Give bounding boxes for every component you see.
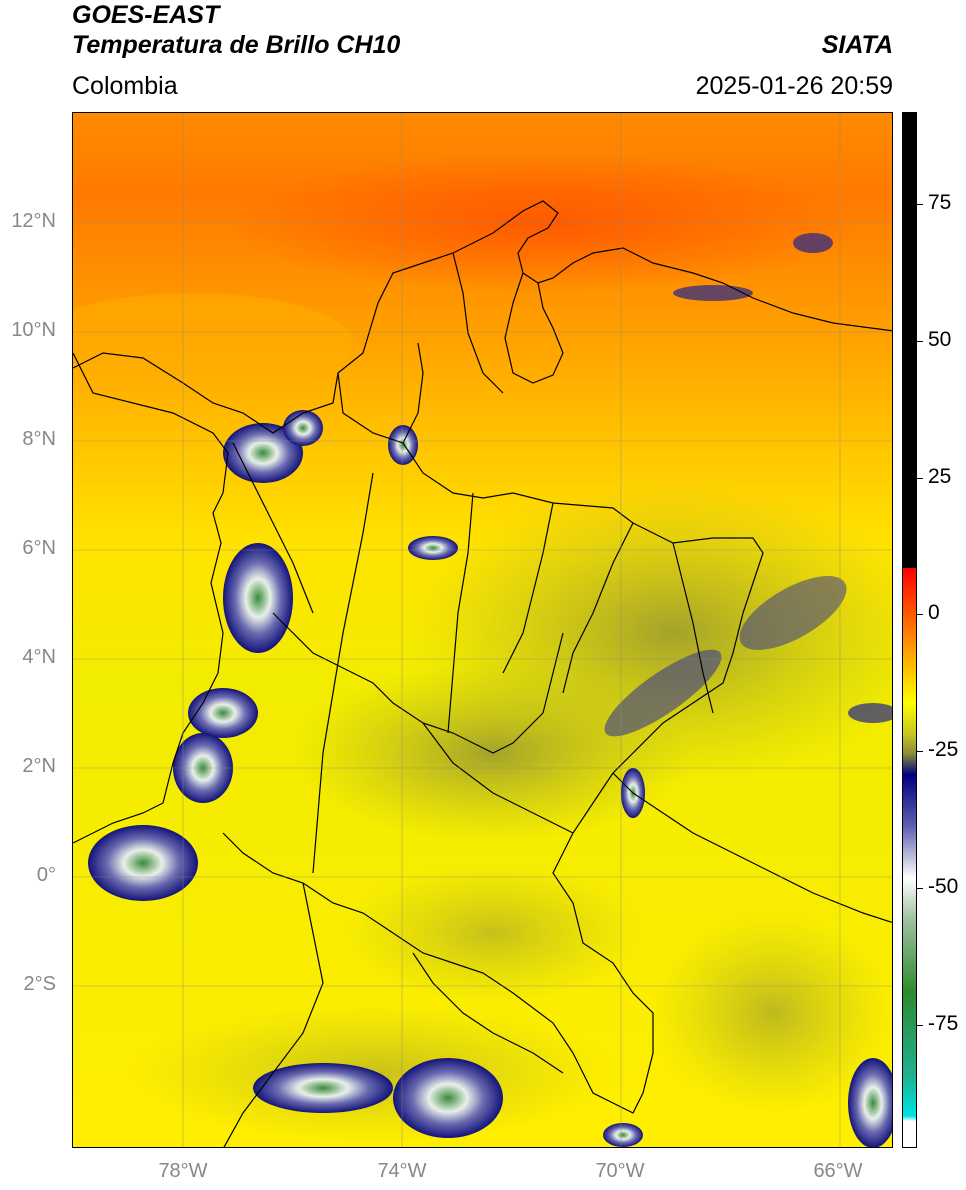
colorbar-tick — [917, 478, 923, 479]
lon-label: 74°W — [377, 1160, 427, 1182]
colorbar-tick — [917, 341, 923, 342]
lat-label: 4°N — [22, 646, 56, 668]
colorbar-label: 75 — [928, 191, 952, 214]
lon-label: 78°W — [158, 1160, 208, 1182]
satellite-map — [72, 112, 893, 1148]
lat-label: 0° — [36, 864, 56, 886]
lon-label: 66°W — [813, 1160, 863, 1182]
colorbar-tick — [917, 751, 923, 752]
colorbar-label: 0 — [928, 601, 940, 624]
datetime-label: 2025-01-26 20:59 — [695, 72, 893, 100]
colorbar — [902, 112, 917, 1148]
colorbar-label: -75 — [928, 1012, 959, 1035]
colorbar-label: -25 — [928, 738, 959, 761]
colorbar-tick — [917, 204, 923, 205]
colorbar-label: -50 — [928, 875, 959, 898]
colorbar-label: 25 — [928, 465, 952, 488]
colorbar-tick — [917, 888, 923, 889]
colorbar-tick — [917, 614, 923, 615]
lat-label: 10°N — [11, 319, 56, 341]
lon-label: 70°W — [595, 1160, 645, 1182]
lat-label: 12°N — [11, 210, 56, 232]
lat-label: 8°N — [22, 428, 56, 450]
title-satellite: GOES-EAST — [72, 1, 220, 29]
lat-label: 6°N — [22, 537, 56, 559]
map-canvas — [73, 113, 892, 1147]
borders — [73, 200, 892, 1147]
graticule — [73, 113, 892, 1147]
lat-label: 2°S — [23, 973, 56, 995]
colorbar-tick — [917, 1025, 923, 1026]
colorbar-label: 50 — [928, 328, 952, 351]
title-product: Temperatura de Brillo CH10 — [72, 31, 401, 59]
lat-label: 2°N — [22, 755, 56, 777]
region-label: Colombia — [72, 72, 178, 100]
organization-label: SIATA — [821, 31, 893, 59]
